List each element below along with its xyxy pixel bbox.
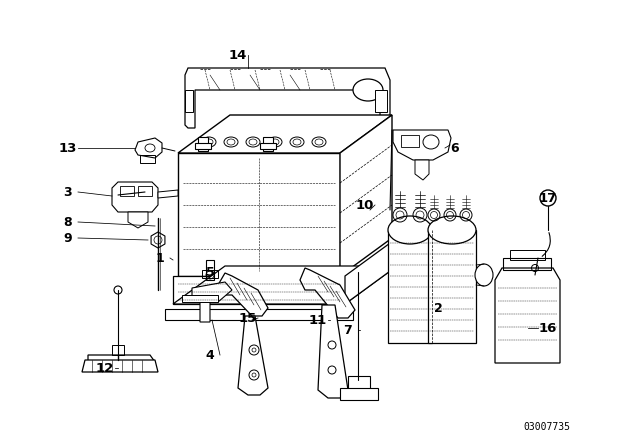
Ellipse shape [268, 137, 282, 147]
Polygon shape [165, 309, 353, 320]
Polygon shape [428, 230, 476, 343]
Text: 13: 13 [59, 142, 77, 155]
Ellipse shape [246, 137, 260, 147]
Polygon shape [158, 190, 178, 198]
Text: 11: 11 [309, 314, 327, 327]
Text: 7: 7 [344, 323, 353, 336]
Polygon shape [393, 130, 451, 160]
Bar [195, 143, 211, 149]
Polygon shape [388, 230, 432, 343]
Polygon shape [88, 355, 155, 362]
Ellipse shape [293, 139, 301, 145]
Bar [503, 258, 551, 270]
Text: 9: 9 [64, 232, 72, 245]
Polygon shape [340, 388, 378, 400]
Text: 8: 8 [64, 215, 72, 228]
Ellipse shape [205, 139, 213, 145]
Bar [375, 90, 387, 112]
Ellipse shape [475, 264, 493, 286]
Text: 14: 14 [229, 48, 247, 61]
Ellipse shape [249, 139, 257, 145]
Polygon shape [178, 153, 340, 276]
Text: 5: 5 [205, 266, 214, 279]
Bar [202, 270, 218, 278]
Ellipse shape [353, 79, 383, 101]
Polygon shape [495, 268, 560, 363]
Polygon shape [182, 295, 218, 302]
Ellipse shape [290, 137, 304, 147]
Text: 4: 4 [205, 349, 214, 362]
Bar [138, 186, 152, 196]
Polygon shape [185, 68, 390, 128]
Polygon shape [135, 138, 162, 158]
Polygon shape [192, 282, 232, 322]
Bar [206, 260, 214, 280]
Bar [198, 137, 208, 151]
Bar [263, 137, 273, 151]
Text: 3: 3 [64, 185, 72, 198]
Ellipse shape [315, 139, 323, 145]
Ellipse shape [227, 139, 235, 145]
Bar [510, 250, 545, 260]
Ellipse shape [271, 139, 279, 145]
Text: 1: 1 [156, 251, 164, 264]
Text: 15: 15 [239, 311, 257, 324]
Ellipse shape [312, 137, 326, 147]
Text: 12: 12 [96, 362, 114, 375]
Polygon shape [112, 182, 158, 212]
Bar [185, 90, 193, 112]
Polygon shape [82, 360, 158, 372]
Text: 2: 2 [434, 302, 442, 314]
Polygon shape [173, 266, 397, 304]
Text: 03007735: 03007735 [523, 422, 570, 432]
Polygon shape [348, 376, 370, 392]
Polygon shape [340, 115, 392, 276]
Bar [260, 143, 276, 149]
Polygon shape [151, 232, 165, 248]
Polygon shape [238, 316, 268, 395]
Circle shape [540, 190, 556, 206]
Polygon shape [415, 160, 429, 180]
Text: 10: 10 [356, 198, 374, 211]
Bar [112, 345, 124, 355]
Ellipse shape [224, 137, 238, 147]
Ellipse shape [428, 216, 476, 244]
Polygon shape [218, 273, 268, 316]
Text: 16: 16 [539, 322, 557, 335]
Bar [401, 135, 419, 147]
Polygon shape [128, 212, 148, 228]
Polygon shape [173, 276, 345, 304]
Bar [140, 155, 155, 163]
Ellipse shape [388, 216, 432, 244]
Bar [120, 186, 134, 196]
Polygon shape [345, 238, 397, 304]
Text: 17: 17 [539, 191, 557, 204]
Polygon shape [318, 305, 348, 398]
Polygon shape [300, 268, 355, 318]
Ellipse shape [202, 137, 216, 147]
Text: 6: 6 [451, 142, 460, 155]
Polygon shape [178, 115, 392, 153]
